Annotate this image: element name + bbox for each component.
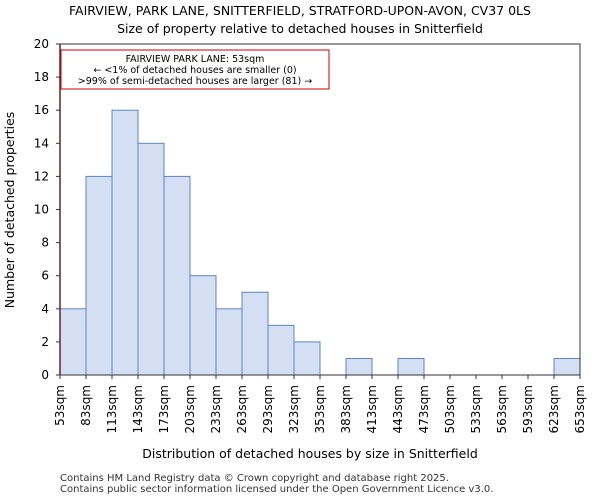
- x-tick-label: 413sqm: [365, 385, 379, 433]
- bar-263sqm: [241, 291, 269, 376]
- x-tick-label: 563sqm: [495, 385, 509, 433]
- y-tick-label: 16: [34, 103, 49, 117]
- bar-383sqm: [345, 357, 373, 376]
- x-tick-label: 203sqm: [183, 385, 197, 433]
- x-axis-label: Distribution of detached houses by size …: [142, 446, 478, 461]
- x-tick-label: 503sqm: [443, 385, 457, 433]
- plot-frame: [59, 43, 581, 376]
- bar-143sqm: [137, 142, 165, 376]
- bar-623sqm: [553, 357, 581, 376]
- x-tick-label: 473sqm: [417, 385, 431, 433]
- footer-line-2: Contains public sector information licen…: [60, 484, 494, 495]
- x-tick-label: 113sqm: [105, 385, 119, 433]
- y-tick-label: 12: [34, 169, 49, 183]
- bar-203sqm: [189, 275, 217, 376]
- y-tick-label: 14: [34, 136, 49, 150]
- y-axis-label: Number of detached properties: [2, 112, 17, 309]
- bar-173sqm: [163, 175, 191, 376]
- y-tick-label: 6: [41, 269, 49, 283]
- y-tick-label: 18: [34, 70, 49, 84]
- bar-113sqm: [111, 109, 139, 376]
- x-tick-label: 353sqm: [313, 385, 327, 433]
- y-tick-label: 4: [41, 302, 49, 316]
- bar-443sqm: [397, 357, 425, 376]
- chart-title: FAIRVIEW, PARK LANE, SNITTERFIELD, STRAT…: [69, 3, 531, 18]
- x-axis-ticks: 53sqm 83sqm 113sqm 143sqm 173sqm 203sqm 233sqm…: [53, 375, 587, 433]
- x-tick-label: 143sqm: [131, 385, 145, 433]
- x-tick-label: 323sqm: [287, 385, 301, 433]
- x-tick-label: 533sqm: [469, 385, 483, 433]
- bar-83sqm: [85, 175, 113, 376]
- x-tick-label: 53sqm: [53, 385, 67, 426]
- bar-293sqm: [267, 324, 295, 376]
- x-tick-label: 293sqm: [261, 385, 275, 433]
- x-tick-label: 653sqm: [573, 385, 587, 433]
- y-tick-label: 2: [41, 335, 49, 349]
- annotation-line-2: ← <1% of detached houses are smaller (0): [93, 65, 296, 76]
- x-tick-label: 383sqm: [339, 385, 353, 433]
- x-tick-label: 83sqm: [79, 385, 93, 426]
- y-tick-label: 20: [34, 37, 49, 51]
- annotation-line-1: FAIRVIEW PARK LANE: 53sqm: [126, 54, 265, 65]
- x-tick-label: 593sqm: [521, 385, 535, 433]
- x-tick-label: 173sqm: [157, 385, 171, 433]
- bar-323sqm: [293, 341, 321, 376]
- x-tick-label: 443sqm: [391, 385, 405, 433]
- y-tick-label: 0: [41, 368, 49, 382]
- annotation-line-3: >99% of semi-detached houses are larger …: [78, 76, 312, 87]
- x-tick-label: 263sqm: [235, 385, 249, 433]
- x-tick-label: 623sqm: [547, 385, 561, 433]
- y-tick-label: 10: [34, 203, 49, 217]
- y-tick-label: 8: [41, 236, 49, 250]
- footer-line-1: Contains HM Land Registry data © Crown c…: [60, 473, 449, 484]
- chart-subtitle: Size of property relative to detached ho…: [117, 21, 483, 36]
- bar-53sqm: [59, 308, 87, 376]
- annotation-box: [60, 49, 330, 90]
- bar-233sqm: [215, 308, 243, 376]
- bars: [59, 109, 581, 376]
- x-tick-label: 233sqm: [209, 385, 223, 433]
- y-axis-ticks: 0 2 4 6 8 10 12 14 16 18 20: [34, 37, 60, 382]
